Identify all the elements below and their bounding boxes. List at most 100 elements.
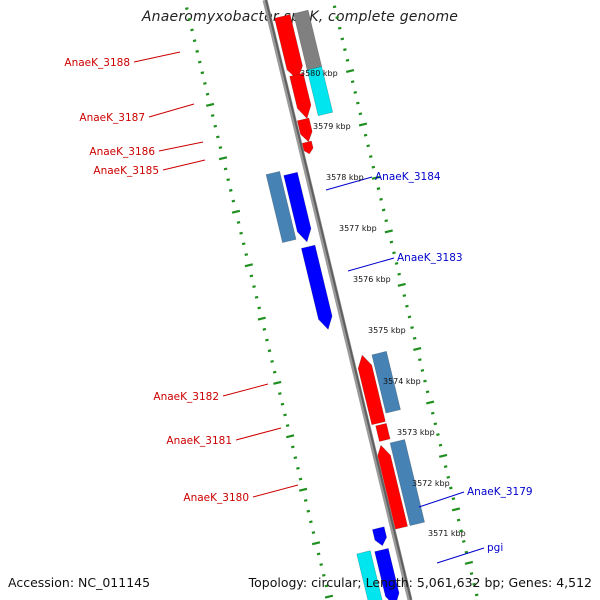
- feature-track: [265, 9, 425, 600]
- tick-mark: [446, 475, 451, 479]
- tick-mark: [384, 229, 393, 234]
- gene-arrow: [274, 14, 303, 81]
- tick-mark: [273, 380, 282, 385]
- gene-block: [356, 550, 383, 600]
- tick-mark: [228, 188, 233, 192]
- tick-mark: [324, 594, 334, 599]
- scale-label: 3576 kbp: [353, 275, 391, 284]
- gene-label: pgi: [487, 542, 503, 554]
- tick-mark: [402, 294, 407, 297]
- leader-line: [162, 159, 206, 171]
- tick-mark: [332, 5, 337, 9]
- scale-label: 3571 kbp: [428, 529, 466, 538]
- gene-label: AnaeK_3186: [89, 146, 155, 158]
- tick-mark: [303, 498, 308, 502]
- tick-mark: [257, 316, 266, 321]
- scale-label: 3575 kbp: [368, 326, 406, 335]
- tick-mark: [195, 49, 199, 53]
- tick-mark: [438, 443, 443, 447]
- tick-mark: [449, 486, 453, 490]
- tick-mark: [321, 573, 326, 577]
- gene-arrow: [372, 526, 387, 547]
- gene-block: [371, 350, 401, 414]
- tick-mark: [262, 327, 267, 331]
- gene-block: [265, 170, 297, 244]
- tick-mark: [190, 28, 194, 32]
- tick-mark: [472, 582, 476, 586]
- tick-mark: [397, 272, 401, 276]
- gene-block: [306, 66, 334, 117]
- tick-mark: [226, 178, 230, 182]
- tick-mark: [185, 7, 189, 11]
- gene-arrow: [357, 354, 386, 426]
- tick-mark: [285, 424, 290, 428]
- tick-mark: [205, 92, 210, 96]
- tick-mark: [376, 187, 381, 191]
- accession-text: Accession: NC_011145: [8, 575, 151, 590]
- tick-mark: [389, 240, 394, 244]
- tick-mark: [394, 262, 399, 265]
- tick-mark: [306, 509, 311, 513]
- tick-mark: [407, 315, 412, 319]
- tick-mark: [405, 304, 409, 308]
- tick-mark: [311, 531, 316, 534]
- tick-mark: [345, 58, 350, 62]
- tick-mark: [363, 133, 368, 137]
- gene-labels: AnaeK_3188 AnaeK_3187 AnaeK_3186 AnaeK_3185…: [64, 51, 533, 564]
- gene-label: AnaeK_3182: [153, 391, 219, 403]
- tick-mark: [443, 465, 448, 469]
- tick-mark: [423, 379, 427, 383]
- tick-mark: [278, 392, 282, 395]
- tick-mark: [203, 82, 207, 85]
- tick-mark: [353, 90, 358, 94]
- tick-mark: [265, 338, 269, 342]
- backbone: [262, 0, 413, 600]
- tick-mark: [337, 26, 342, 30]
- tick-mark: [231, 209, 241, 214]
- tick-mark: [257, 306, 261, 310]
- leader-line: [436, 547, 485, 564]
- tick-mark: [425, 390, 430, 394]
- tick-mark: [197, 60, 202, 64]
- tick-mark: [272, 370, 277, 374]
- tick-mark: [350, 80, 355, 84]
- tick-mark: [298, 477, 303, 481]
- gene-block: [389, 439, 425, 527]
- scale-label: 3579 kbp: [313, 122, 351, 131]
- tick-mark: [205, 102, 215, 107]
- gene-arrow: [283, 171, 312, 243]
- scale-label: 3572 kbp: [412, 479, 450, 488]
- tick-mark: [451, 497, 456, 501]
- tick-mark: [343, 48, 347, 52]
- tick-mark: [286, 434, 295, 439]
- tick-mark: [316, 552, 321, 556]
- tick-mark: [430, 411, 435, 415]
- tick-mark: [218, 146, 223, 150]
- tick-mark: [296, 466, 300, 470]
- tick-mark: [270, 359, 274, 363]
- tick-mark: [216, 135, 220, 139]
- tick-mark: [210, 114, 215, 117]
- tick-mark: [335, 16, 339, 19]
- tick-mark: [218, 156, 228, 161]
- tick-mark: [413, 346, 422, 352]
- leader-line: [133, 51, 181, 63]
- tick-mark: [381, 208, 386, 212]
- leader-line: [418, 491, 465, 508]
- tick-mark: [397, 282, 406, 287]
- outer-tick-ring: [185, 7, 334, 599]
- tick-mark: [459, 529, 463, 533]
- tick-mark: [298, 487, 308, 492]
- tick-mark: [410, 326, 414, 330]
- tick-mark: [319, 563, 324, 567]
- tick-mark: [244, 253, 249, 256]
- tick-mark: [309, 520, 313, 524]
- tick-mark: [293, 456, 298, 460]
- tick-mark: [345, 68, 355, 74]
- tick-mark: [358, 122, 368, 127]
- gene-label: AnaeK_3181: [166, 435, 232, 447]
- tick-mark: [456, 518, 461, 522]
- tick-mark: [371, 175, 381, 180]
- tick-mark: [464, 560, 474, 565]
